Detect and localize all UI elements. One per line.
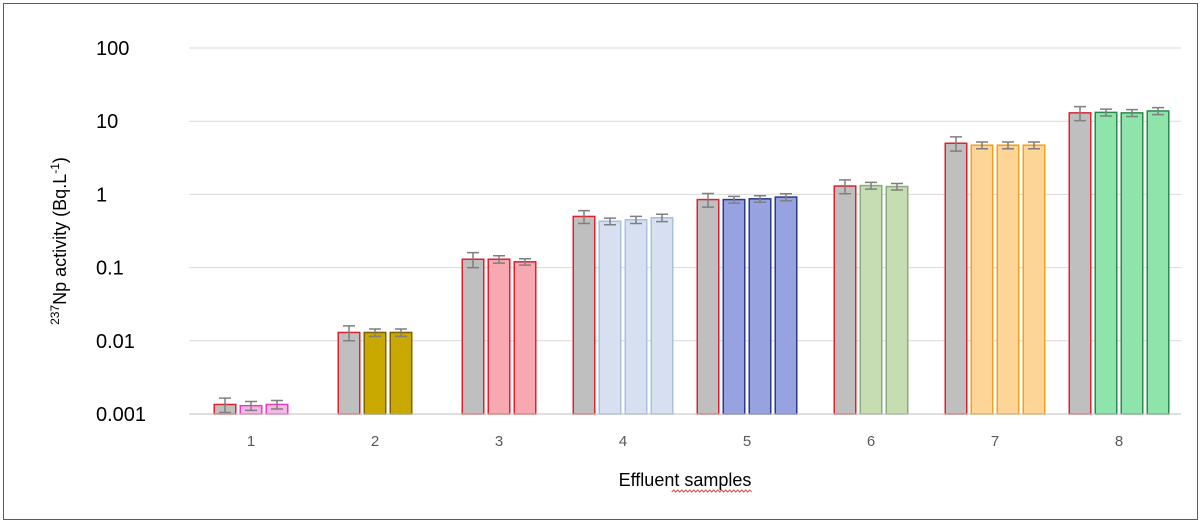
error-bar (891, 182, 903, 191)
x-tick-label: 8 (1115, 433, 1123, 450)
bar (1094, 111, 1118, 415)
error-bar (630, 215, 642, 225)
x-tick-label: 6 (867, 433, 875, 450)
error-bar (245, 400, 257, 412)
y-tick-labels: 0.001 0.01 0.1 1 10 100 (96, 38, 146, 426)
bar (748, 198, 772, 415)
error-bar (604, 217, 616, 226)
bars (213, 110, 1170, 415)
error-bar (493, 255, 505, 264)
bar (885, 185, 909, 415)
bar (513, 261, 537, 415)
bar (624, 219, 648, 415)
bar (1022, 144, 1046, 415)
y-tick-label: 0.001 (96, 404, 146, 426)
bar (944, 142, 968, 415)
bar-chart: 0.001 0.01 0.1 1 10 100 1 2 3 4 5 6 7 8 Effluent sam… (48, 38, 1181, 493)
bar (774, 196, 798, 415)
error-bar (219, 397, 231, 414)
bar (598, 220, 622, 415)
error-bar (702, 192, 714, 208)
bar (859, 184, 883, 415)
error-bar (728, 195, 740, 204)
y-axis-title-suffix: ) (50, 157, 70, 163)
error-bar (519, 258, 531, 266)
bar (487, 258, 511, 415)
y-tick-label: 0.01 (96, 331, 135, 353)
error-bar (1074, 105, 1086, 122)
error-bar (578, 209, 590, 225)
y-tick-label: 100 (96, 38, 129, 60)
bar (722, 198, 746, 415)
bar (389, 331, 413, 415)
x-axis-title: Effluent samples (619, 470, 752, 490)
error-bar (1002, 141, 1014, 150)
error-bar (976, 141, 988, 150)
x-tick-label: 3 (495, 433, 503, 450)
error-bar (839, 179, 851, 195)
error-bar (950, 136, 962, 152)
y-axis-title-main: Np activity (Bq.L (50, 174, 70, 305)
error-bar (1100, 108, 1112, 117)
y-tick-label: 1 (96, 184, 107, 206)
y-tick-label: 10 (96, 111, 118, 133)
bar (1068, 112, 1092, 415)
error-bar (754, 194, 766, 204)
x-tick-label: 2 (371, 433, 379, 450)
bar (650, 216, 674, 415)
x-tick-label: 7 (991, 433, 999, 450)
x-tick-labels: 1 2 3 4 5 6 7 8 (247, 433, 1123, 450)
y-axis-title: 237Np activity (Bq.L-1) (48, 157, 70, 325)
bar (833, 185, 857, 415)
y-axis-title-isotope: 237 (48, 305, 62, 325)
bar (363, 331, 387, 415)
error-bar (865, 181, 877, 190)
error-bar (271, 399, 283, 410)
y-axis-title-unit-exponent: -1 (48, 163, 62, 174)
bar (996, 144, 1020, 415)
error-bar (1152, 106, 1164, 116)
error-bar (656, 213, 668, 223)
bar (461, 258, 485, 415)
x-tick-label: 5 (743, 433, 751, 450)
error-bars (219, 105, 1164, 414)
bar (337, 331, 361, 415)
error-bar (467, 251, 479, 269)
error-bar (780, 193, 792, 202)
bar (1146, 110, 1170, 415)
x-tick-label: 4 (619, 433, 627, 450)
error-bar (1028, 141, 1040, 150)
bar (572, 215, 596, 415)
y-tick-label: 0.1 (96, 258, 124, 280)
spellcheck-underline (671, 489, 753, 493)
bar (1120, 112, 1144, 415)
error-bar (369, 328, 381, 338)
bar (696, 198, 720, 415)
x-tick-label: 1 (247, 433, 255, 450)
chart-frame: 0.001 0.01 0.1 1 10 100 1 2 3 4 5 6 7 8 Effluent sam… (3, 3, 1198, 520)
bar (970, 144, 994, 415)
error-bar (343, 325, 355, 342)
error-bar (1126, 108, 1138, 118)
error-bar (395, 328, 407, 338)
